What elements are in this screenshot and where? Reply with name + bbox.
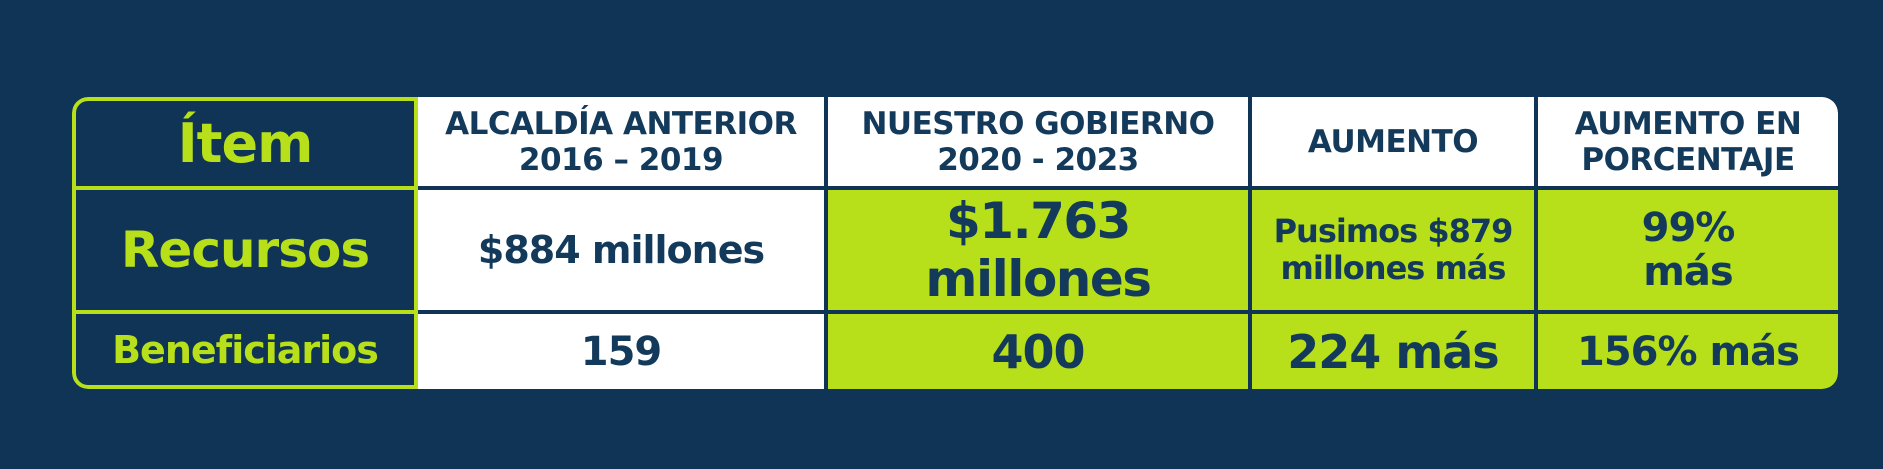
header-col2-line1: NUESTRO GOBIERNO bbox=[861, 105, 1215, 142]
recursos-aumento: Pusimos $879 millones más bbox=[1252, 190, 1538, 314]
recursos-anterior-value: $884 millones bbox=[477, 228, 765, 272]
recursos-porcentaje-line2: más bbox=[1643, 249, 1733, 295]
beneficiarios-aumento: 224 más bbox=[1252, 314, 1538, 389]
header-nuestro-gobierno: NUESTRO GOBIERNO 2020 - 2023 bbox=[828, 97, 1252, 190]
beneficiarios-nuestro-value: 400 bbox=[991, 324, 1085, 379]
header-col4-line1: AUMENTO EN bbox=[1574, 105, 1802, 142]
beneficiarios-nuestro: 400 bbox=[828, 314, 1252, 389]
recursos-porcentaje: 99% más bbox=[1538, 190, 1838, 314]
header-item-label: Ítem bbox=[177, 112, 314, 175]
header-col4-line2: PORCENTAJE bbox=[1581, 141, 1795, 178]
beneficiarios-porcentaje-value: 156% más bbox=[1577, 328, 1800, 375]
row-beneficiarios-label: Beneficiarios bbox=[112, 327, 379, 372]
header-aumento-porcentaje: AUMENTO EN PORCENTAJE bbox=[1538, 97, 1838, 190]
beneficiarios-anterior: 159 bbox=[418, 314, 828, 389]
recursos-anterior: $884 millones bbox=[418, 190, 828, 314]
header-col1-line1: ALCALDÍA ANTERIOR bbox=[445, 105, 797, 142]
row-recursos-label: Recursos bbox=[120, 221, 370, 279]
recursos-nuestro: $1.763 millones bbox=[828, 190, 1252, 314]
beneficiarios-anterior-value: 159 bbox=[580, 328, 662, 375]
beneficiarios-aumento-value: 224 más bbox=[1287, 324, 1499, 379]
header-col2-line2: 2020 - 2023 bbox=[937, 141, 1139, 178]
row-label-recursos: Recursos bbox=[72, 190, 418, 314]
row-label-beneficiarios: Beneficiarios bbox=[72, 314, 418, 389]
header-col1-line2: 2016 – 2019 bbox=[518, 141, 724, 178]
header-aumento: AUMENTO bbox=[1252, 97, 1538, 190]
header-alcaldia-anterior: ALCALDÍA ANTERIOR 2016 – 2019 bbox=[418, 97, 828, 190]
recursos-porcentaje-line1: 99% bbox=[1641, 205, 1736, 251]
recursos-aumento-line2: millones más bbox=[1280, 249, 1507, 287]
comparison-table: Ítem ALCALDÍA ANTERIOR 2016 – 2019 NUEST… bbox=[72, 97, 1838, 389]
recursos-aumento-line1: Pusimos $879 bbox=[1273, 212, 1514, 250]
header-col3-label: AUMENTO bbox=[1307, 123, 1479, 160]
header-item: Ítem bbox=[72, 97, 418, 190]
beneficiarios-porcentaje: 156% más bbox=[1538, 314, 1838, 389]
recursos-nuestro-value: $1.763 millones bbox=[925, 192, 1152, 308]
